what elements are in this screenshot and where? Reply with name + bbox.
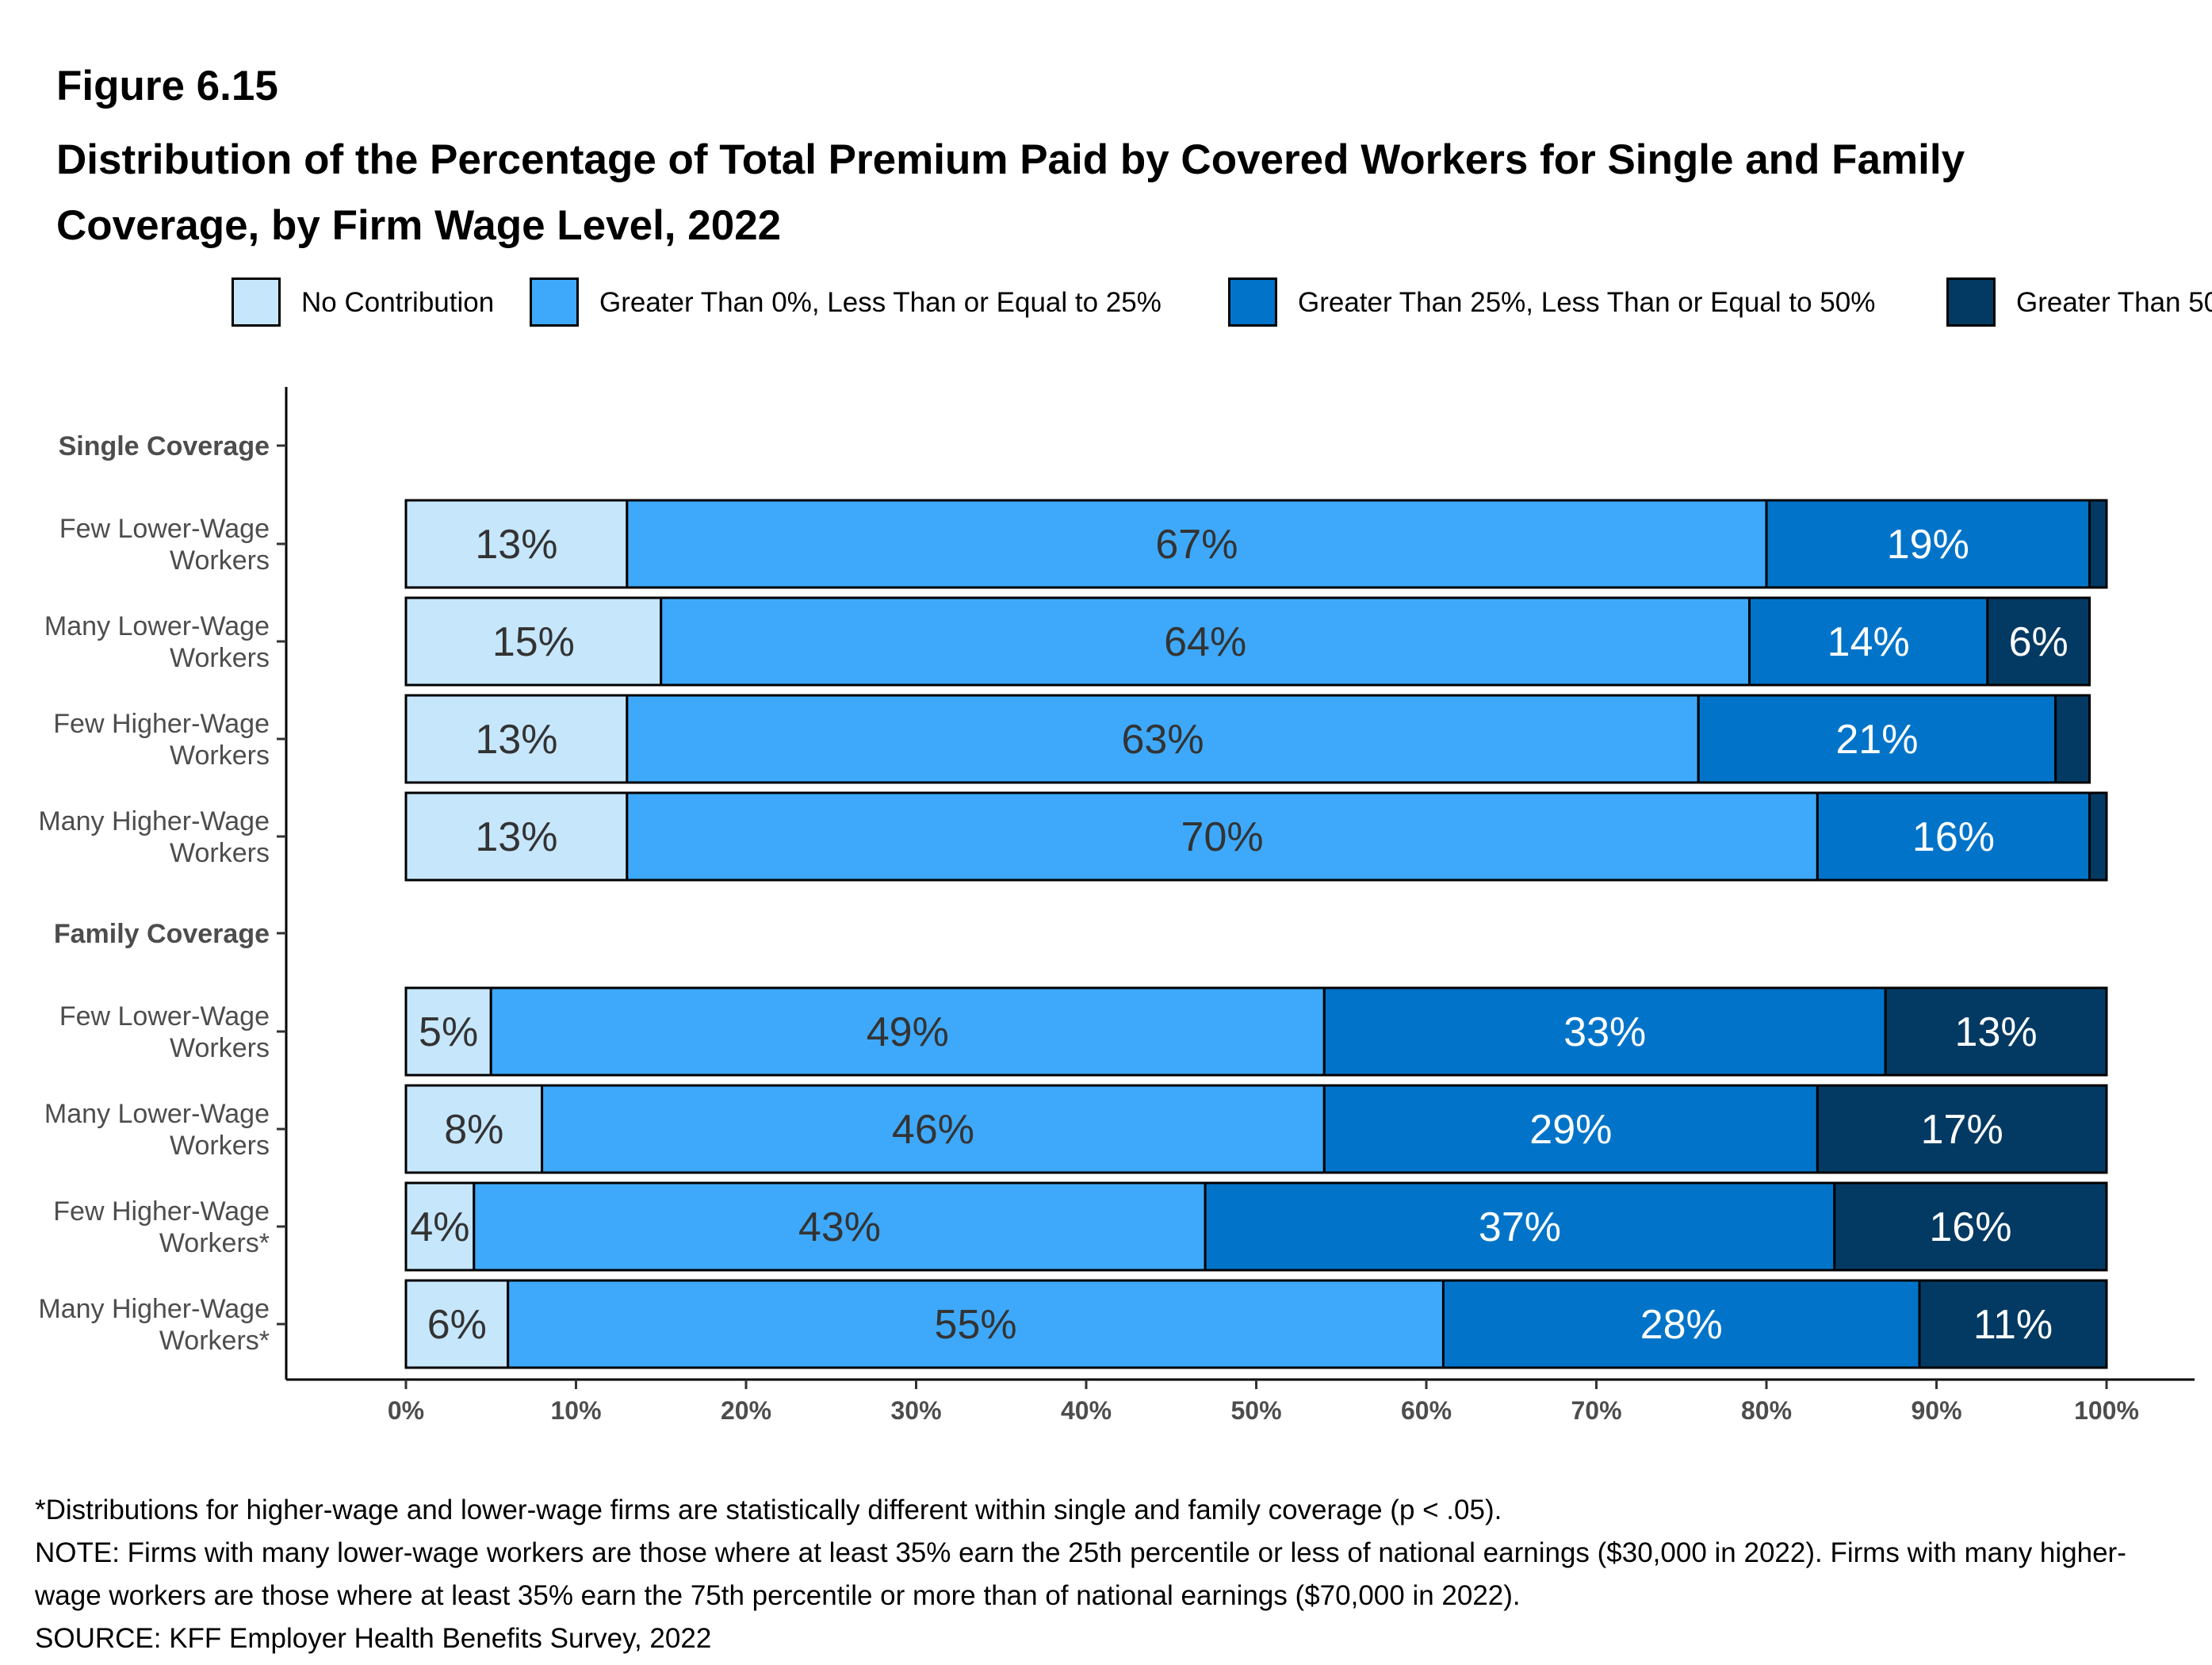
data-label: 4%	[410, 1204, 469, 1250]
group-label: Family Coverage	[54, 919, 270, 949]
bar-segment	[541, 1084, 1326, 1174]
x-tick-label: 40%	[1061, 1396, 1112, 1425]
bar-segment	[1765, 499, 2091, 589]
bar-segment	[404, 986, 492, 1077]
x-tick-label: 0%	[388, 1396, 424, 1425]
legend: No Contribution Greater Than 0%, Less Th…	[232, 278, 2212, 330]
bar-segment	[1322, 986, 1887, 1077]
bar-segment	[2088, 791, 2108, 882]
bar-segment	[404, 499, 629, 589]
x-tick-label: 50%	[1230, 1396, 1281, 1425]
bar-segment	[473, 1181, 1207, 1272]
legend-swatch	[530, 278, 579, 327]
bar-segment	[507, 1279, 1445, 1369]
x-tick-label: 80%	[1741, 1396, 1792, 1425]
x-tick-label: 70%	[1571, 1396, 1621, 1425]
bar-segment	[1441, 1279, 1921, 1369]
bar-segment	[1816, 1084, 2108, 1174]
legend-label: No Contribution	[301, 287, 495, 318]
category-label: Few Higher-Wage Workers*	[53, 1196, 270, 1258]
data-label: 11%	[1973, 1302, 2053, 1348]
bar-segment	[626, 694, 1700, 784]
note: NOTE: Firms with many lower-wage workers…	[35, 1537, 2126, 1611]
category-label: Many Higher-Wage Workers	[38, 806, 270, 868]
category-label: Few Higher-Wage Workers	[53, 709, 270, 771]
bar-segment	[404, 1181, 476, 1272]
data-label: 13%	[475, 814, 557, 860]
bar-segment	[660, 596, 1751, 687]
bar-segment	[1833, 1181, 2108, 1272]
data-label: 13%	[475, 717, 557, 763]
x-tick-label: 90%	[1911, 1396, 1961, 1425]
category-label: Few Lower-Wage Workers	[59, 514, 270, 576]
chart-title: Distribution of the Percentage of Total …	[56, 136, 1965, 249]
bar-segment	[2088, 499, 2108, 589]
bar-segment	[1884, 986, 2108, 1077]
legend-label: Greater Than 50%	[2016, 287, 2212, 318]
footnote: *Distributions for higher-wage and lower…	[35, 1495, 1502, 1525]
bar-segment	[1204, 1181, 1836, 1272]
bar-segment	[1697, 694, 2057, 784]
data-label: 67%	[1155, 522, 1238, 568]
data-label: 15%	[492, 619, 575, 665]
bar-segment	[404, 791, 629, 882]
data-label: 63%	[1121, 717, 1204, 763]
x-tick-label: 60%	[1401, 1396, 1452, 1425]
data-label: 21%	[1835, 717, 1918, 763]
bar-segment	[1986, 596, 2091, 687]
legend-swatch	[1228, 278, 1277, 327]
x-tick-label: 10%	[550, 1396, 601, 1425]
x-tick-label: 30%	[890, 1396, 941, 1425]
bar-segment	[404, 1084, 544, 1174]
data-label: 5%	[419, 1009, 478, 1055]
data-label: 19%	[1887, 522, 1969, 568]
bar-segment	[404, 1279, 510, 1369]
data-label: 29%	[1529, 1107, 1612, 1153]
data-label: 28%	[1640, 1302, 1723, 1348]
legend-label: Greater Than 25%, Less Than or Equal to …	[1298, 287, 1876, 318]
data-label: 49%	[867, 1009, 949, 1055]
legend-label: Greater Than 0%, Less Than or Equal to 2…	[599, 287, 1161, 318]
category-label: Few Lower-Wage Workers	[59, 1001, 270, 1063]
category-label: Many Higher-Wage Workers*	[38, 1294, 270, 1356]
bar-segment	[1918, 1279, 2108, 1369]
data-label: 37%	[1479, 1204, 1561, 1250]
figure-label: Figure 6.15	[56, 63, 278, 109]
bar-segment	[1322, 1084, 1819, 1174]
group-label: Single Coverage	[59, 431, 270, 461]
data-label: 64%	[1164, 619, 1246, 665]
data-label: 33%	[1563, 1009, 1646, 1055]
data-label: 55%	[935, 1302, 1017, 1348]
data-label: 70%	[1181, 814, 1264, 860]
data-label: 46%	[892, 1107, 974, 1153]
x-tick-label: 20%	[721, 1396, 771, 1425]
data-label: 6%	[2009, 619, 2068, 665]
data-label: 8%	[444, 1107, 503, 1153]
bar-segment	[626, 791, 1819, 882]
data-label: 16%	[1912, 814, 1995, 860]
data-label: 13%	[1955, 1009, 2038, 1055]
category-label: Many Lower-Wage Workers	[44, 611, 270, 673]
bar-segment	[404, 694, 629, 784]
bar-segment	[404, 596, 663, 687]
notes: *Distributions for higher-wage and lower…	[35, 1489, 2176, 1660]
bar-segment	[1748, 596, 1989, 687]
category-label: Many Lower-Wage Workers	[44, 1099, 270, 1161]
source: SOURCE: KFF Employer Health Benefits Sur…	[35, 1623, 712, 1654]
bar-segment	[2054, 694, 2091, 784]
data-label: 6%	[427, 1302, 487, 1348]
data-label: 43%	[798, 1204, 881, 1250]
data-label: 14%	[1827, 619, 1910, 665]
data-label: 16%	[1929, 1204, 2011, 1250]
x-tick-label: 100%	[2074, 1396, 2139, 1425]
data-label: 17%	[1921, 1107, 2003, 1153]
bar-segment	[626, 499, 1768, 589]
legend-swatch	[1946, 278, 1996, 327]
data-label: 13%	[475, 522, 557, 568]
stacked-bar-chart: 0% 10% 20% 30% 40% 50% 60% 70% 80% 90% 100% Single …	[38, 387, 2195, 1425]
legend-swatch	[232, 278, 281, 327]
